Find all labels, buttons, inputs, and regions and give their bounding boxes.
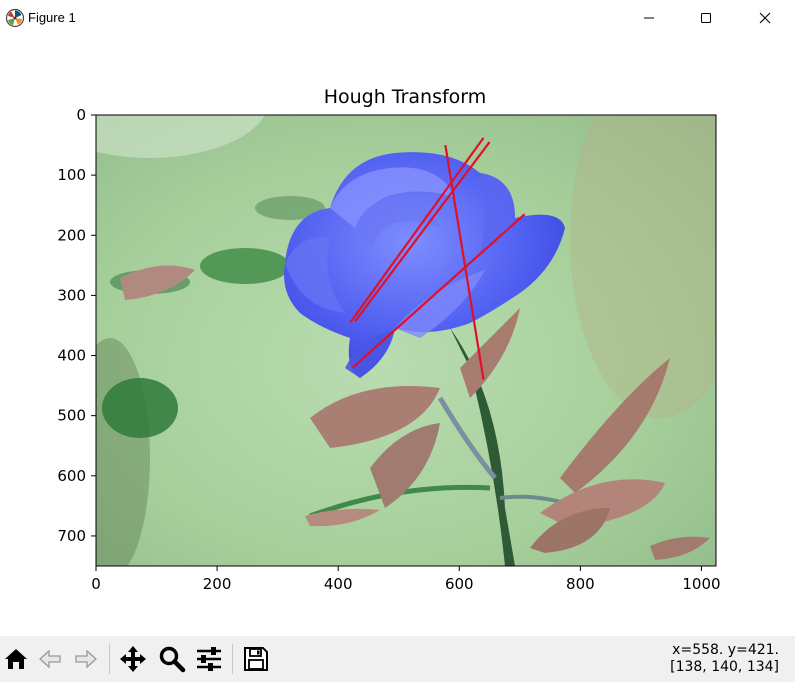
magnifier-icon bbox=[159, 646, 186, 673]
plot-svg: Hough Transform bbox=[57, 86, 721, 593]
x-tick-label: 200 bbox=[203, 575, 232, 593]
photo-image bbox=[96, 115, 716, 566]
y-tick-label: 700 bbox=[57, 527, 86, 545]
matplotlib-logo-icon bbox=[5, 8, 25, 28]
y-tick-label: 0 bbox=[76, 106, 86, 124]
close-button[interactable] bbox=[742, 0, 788, 36]
save-button[interactable] bbox=[240, 643, 272, 675]
rose bbox=[284, 152, 565, 378]
cursor-coordinates: x=558. y=421. [138, 140, 134] bbox=[670, 642, 779, 676]
back-button[interactable] bbox=[34, 643, 66, 675]
toolbar-separator bbox=[109, 644, 110, 674]
pan-button[interactable] bbox=[117, 643, 149, 675]
sliders-icon bbox=[197, 647, 221, 671]
x-tick-label: 0 bbox=[91, 575, 101, 593]
y-tick-label: 600 bbox=[57, 467, 86, 485]
toolbar-separator bbox=[232, 644, 233, 674]
x-tick-label: 1000 bbox=[682, 575, 720, 593]
hough-lines bbox=[349, 137, 526, 380]
zoom-button[interactable] bbox=[156, 643, 188, 675]
minimize-button[interactable] bbox=[626, 0, 672, 36]
y-tick-label: 300 bbox=[57, 286, 86, 304]
navigation-toolbar: x=558. y=421. [138, 140, 134] bbox=[0, 636, 795, 682]
x-tick-label: 600 bbox=[445, 575, 474, 593]
minimize-icon bbox=[644, 17, 654, 19]
maximize-icon bbox=[701, 13, 711, 23]
y-axis: 0 100 200 300 400 500 600 700 bbox=[57, 106, 96, 545]
maximize-button[interactable] bbox=[683, 0, 729, 36]
x-axis: 0 200 400 600 800 1000 bbox=[91, 566, 721, 593]
axes-title: Hough Transform bbox=[324, 86, 487, 108]
home-icon bbox=[5, 649, 27, 669]
hough-line-4 bbox=[351, 213, 526, 369]
hough-line-3 bbox=[444, 144, 485, 380]
y-tick-label: 400 bbox=[57, 347, 86, 365]
figure-canvas[interactable]: Hough Transform bbox=[0, 38, 795, 636]
axes-frame bbox=[95, 114, 717, 567]
move-icon bbox=[120, 646, 146, 672]
forward-button[interactable] bbox=[70, 643, 102, 675]
floppy-disk-icon bbox=[244, 647, 268, 671]
coords-pixel-value: [138, 140, 134] bbox=[670, 659, 779, 675]
title-bar: Figure 1 bbox=[0, 0, 795, 38]
configure-subplots-button[interactable] bbox=[193, 643, 225, 675]
coords-xy: x=558. y=421. bbox=[672, 642, 779, 658]
window-title: Figure 1 bbox=[28, 10, 76, 25]
y-tick-label: 200 bbox=[57, 226, 86, 244]
x-tick-label: 800 bbox=[566, 575, 595, 593]
back-arrow-icon bbox=[39, 649, 61, 669]
close-icon bbox=[759, 12, 771, 24]
forward-arrow-icon bbox=[75, 649, 97, 669]
y-tick-label: 500 bbox=[57, 407, 86, 425]
home-button[interactable] bbox=[0, 643, 32, 675]
x-tick-label: 400 bbox=[324, 575, 353, 593]
hough-line-1 bbox=[349, 137, 485, 324]
hough-line-2 bbox=[354, 141, 491, 322]
y-tick-label: 100 bbox=[57, 166, 86, 184]
